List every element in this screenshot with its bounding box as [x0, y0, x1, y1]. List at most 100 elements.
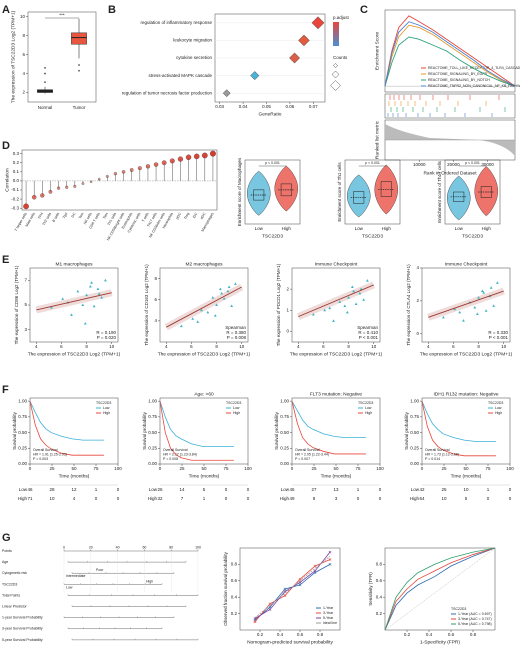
x-tick-label: Low — [455, 226, 464, 231]
level-label: Poor — [96, 568, 104, 572]
x-tick-label: Th1 cells — [107, 212, 118, 226]
dot — [40, 193, 45, 198]
x-tick-label: 10000 — [413, 162, 426, 167]
dot — [153, 162, 159, 167]
x-tick-label: 10 — [501, 344, 507, 349]
fit-line — [166, 286, 242, 328]
y-tick-label: 0.25 — [280, 445, 289, 450]
y-tick-label: 0.1 — [13, 169, 20, 174]
y-axis-label: Enrichment Score — [374, 32, 380, 70]
legend-label: Low — [233, 406, 240, 410]
x-tick-label: DC — [70, 212, 76, 219]
risk-count: 12 — [71, 487, 77, 492]
x-tick-label: Tem — [102, 212, 109, 220]
x-tick-label: 6 — [190, 344, 193, 349]
legend-title: TSC22D3 — [226, 401, 241, 405]
survival-curve — [421, 401, 496, 457]
point — [211, 296, 215, 299]
stat-label: Spearman — [357, 325, 378, 330]
plot-title: M1 macrophages — [55, 261, 93, 267]
category-label: leukocyte migration — [173, 38, 212, 43]
plot-title: M2 macrophages — [185, 261, 223, 267]
plot-frame — [384, 9, 516, 93]
risk-row-label: High — [18, 496, 28, 501]
point — [441, 315, 445, 319]
risk-count: 3 — [335, 496, 338, 501]
x-tick-label: 0 — [291, 466, 294, 471]
plot-frame — [21, 149, 218, 211]
x-tick-label: 25 — [49, 466, 55, 471]
plot-frame — [244, 159, 301, 225]
y-tick-label: 7 — [24, 278, 27, 283]
y-tick-label: 0.75 — [148, 414, 157, 419]
point — [222, 297, 226, 300]
risk-count: 26 — [157, 487, 163, 492]
row-label: Total Points — [2, 593, 20, 597]
fit-line — [298, 284, 374, 318]
legend-label: 3-Year — [323, 611, 334, 615]
point — [350, 285, 354, 289]
level-label: Intermediate — [66, 574, 86, 578]
risk-count: 0 — [117, 487, 120, 492]
annotation: Overall Survival — [163, 448, 188, 452]
legend-title: TSC22D3 — [96, 401, 111, 405]
x-tick-label: 25 — [441, 466, 447, 471]
point — [480, 289, 484, 293]
x-tick-label: 0.8 — [317, 632, 324, 637]
y-tick-label: 0.0 — [13, 178, 20, 183]
es-curve — [384, 24, 516, 87]
stat-label: P < 0.001 — [489, 335, 509, 340]
dot — [73, 184, 77, 188]
x-axis-label: TSC22D3 — [362, 233, 383, 239]
row-label: Cytogenetic risk — [2, 571, 27, 575]
dot — [185, 154, 192, 160]
level-label: Low — [66, 585, 73, 589]
violin — [474, 166, 499, 217]
dot — [209, 150, 216, 157]
annotation: Overall Survival — [425, 448, 450, 452]
category-label: regulation of tumor necrosis factor prod… — [122, 90, 213, 95]
risk-count: 25 — [441, 487, 447, 492]
y-tick-label: 4 — [416, 265, 419, 270]
point — [332, 319, 335, 322]
dot — [298, 34, 310, 47]
legend-title: TSC22D3 — [451, 607, 466, 611]
point — [475, 312, 479, 316]
colorbar — [333, 22, 339, 46]
stat-label: R = 0.330 — [488, 330, 508, 335]
point — [366, 279, 369, 282]
risk-row-label: Low — [19, 487, 28, 492]
x-axis-label: Time (months) — [451, 473, 482, 479]
point — [458, 310, 462, 314]
y-tick-label: 0 — [286, 329, 289, 334]
x-tick-label: 10 — [109, 344, 115, 349]
point — [473, 305, 477, 309]
y-axis-label: Enrichment score of Th17 cells — [437, 160, 442, 222]
legend-label: Low — [365, 406, 372, 410]
dot — [48, 189, 53, 194]
risk-count: 64 — [419, 496, 425, 501]
risk-count: 46 — [289, 487, 295, 492]
y-axis-label: Survival probability — [142, 411, 147, 450]
y-tick-label: 3 — [24, 327, 27, 332]
risk-count: 0 — [95, 496, 98, 501]
legend-label: REACTOME_SIGNALING_BY_NOTCH — [428, 78, 490, 82]
x-tick-label: 50 — [333, 466, 339, 471]
x-tick-label: 0 — [159, 466, 162, 471]
x-tick-label: 100 — [195, 545, 201, 549]
x-tick-label: 8 — [347, 344, 350, 349]
significance: *** — [59, 13, 65, 18]
point — [179, 324, 183, 328]
outlier — [44, 72, 46, 75]
x-tick-label: 4 — [165, 344, 168, 349]
risk-count: 4 — [73, 496, 76, 501]
y-tick-label: 8 — [154, 276, 157, 281]
dot — [289, 52, 300, 64]
risk-count: 1 — [487, 487, 490, 492]
plot-frame — [291, 267, 381, 343]
point — [492, 304, 496, 307]
y-tick-label: 1.00 — [18, 398, 27, 403]
y-axis-label: The expression of TSC22D3 Log2 (TPM+1) — [10, 10, 16, 103]
risk-count: 1 — [357, 487, 360, 492]
